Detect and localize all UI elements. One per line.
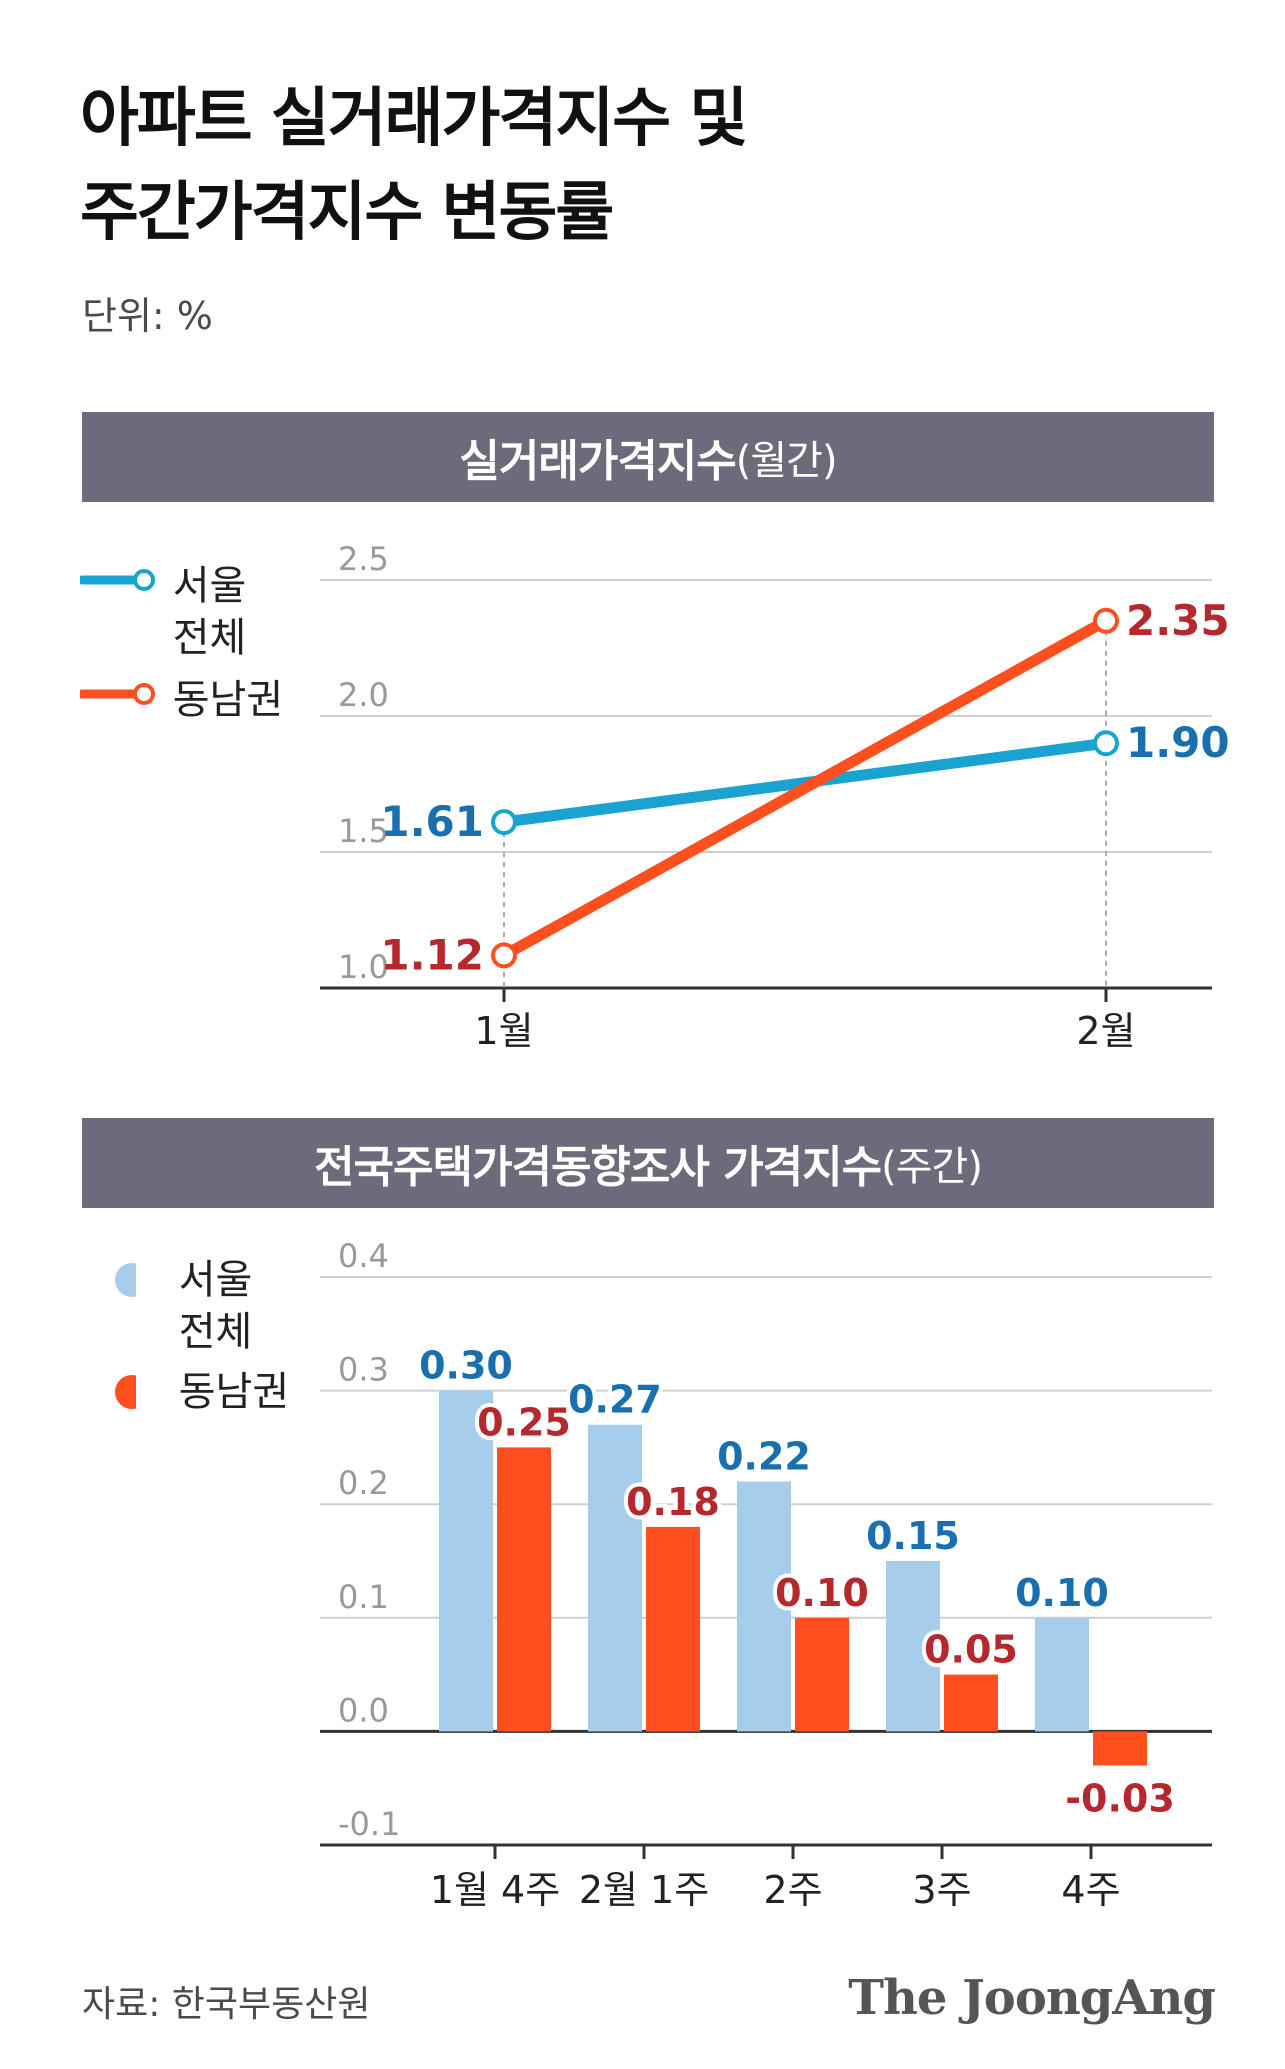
y-tick-label: 1.5 — [338, 812, 389, 850]
brand-logo: The JoongAng — [848, 1970, 1216, 2026]
x-tick-label: 2월 — [1076, 1009, 1135, 1053]
gangnam-bar — [1093, 1731, 1147, 1766]
x-tick-label: 3주 — [912, 1868, 971, 1912]
seoul-bar — [1035, 1617, 1089, 1732]
legend-gangnam-line-marker — [77, 683, 155, 705]
y-tick-label: 0.4 — [338, 1237, 389, 1275]
seoul-data-point — [1093, 730, 1119, 757]
gangnam-data-label: 2.35 — [1126, 596, 1230, 645]
seoul-data-label: 0.15 — [866, 1514, 960, 1558]
gangnam-data-label: 0.25 — [477, 1400, 571, 1444]
line-chart: 1.0 1.5 2.0 2.5 1월 2월 1.61 1.90 1.12 2.35 — [320, 540, 1230, 1053]
monthly-section-banner: 실거래가격지수 (월간) — [82, 412, 1214, 502]
gangnam-bar — [497, 1447, 551, 1732]
chart-title: 아파트 실거래가격지수 및 주간가격지수 변동률 — [80, 72, 1180, 260]
seoul-data-point — [491, 809, 517, 836]
seoul-bar — [588, 1424, 642, 1732]
x-tick-label: 4주 — [1061, 1868, 1120, 1912]
y-tick-label: 0.1 — [338, 1578, 389, 1616]
unit-label: 단위: % — [82, 294, 213, 338]
gangnam-bar — [944, 1674, 998, 1732]
y-tick-label: 0.3 — [338, 1351, 389, 1389]
bar-chart: -0.1 0.0 0.1 0.2 0.3 0.4 1월 4주 2월 1주 2주 3주 4주 0.30 0… — [320, 1237, 1212, 1912]
seoul-data-label: 0.30 — [419, 1344, 513, 1388]
gangnam-bar — [646, 1526, 700, 1732]
seoul-data-label: 1.90 — [1126, 718, 1230, 767]
weekly-section-banner: 전국주택가격동향조사 가격지수 (주간) — [82, 1118, 1214, 1208]
legend-gangnam-bar: 동남권 — [80, 1366, 289, 1418]
legend-seoul-bar-label: 서울 전체 — [178, 1257, 253, 1355]
weekly-section-subtitle: (주간) — [881, 1144, 983, 1190]
legend-seoul-bar: 서울 전체 — [80, 1254, 252, 1358]
y-tick-label: 2.5 — [338, 540, 389, 578]
weekly-section-title: 전국주택가격동향조사 가격지수 — [314, 1142, 882, 1193]
gangnam-data-label: 1.12 — [380, 930, 484, 979]
gangnam-data-label: 0.05 — [924, 1628, 1018, 1672]
y-tick-label: 0.2 — [338, 1464, 389, 1502]
legend-seoul-label: 서울 전체 — [172, 563, 247, 661]
seoul-data-label: 0.22 — [717, 1434, 811, 1478]
legend-gangnam-label: 동남권 — [172, 677, 284, 723]
title-line-2: 주간가격지수 변동률 — [80, 176, 614, 250]
legend-seoul-line-marker — [77, 569, 155, 591]
gangnam-bar — [795, 1617, 849, 1732]
seoul-bar — [439, 1390, 493, 1732]
monthly-section-subtitle: (월간) — [735, 438, 838, 484]
seoul-data-label: 0.27 — [568, 1378, 662, 1422]
legend-gangnam-line: 동남권 — [77, 674, 284, 726]
monthly-section-title: 실거래가격지수 — [459, 436, 736, 487]
y-tick-label: 0.0 — [338, 1691, 389, 1729]
seoul-data-label: 0.10 — [1015, 1571, 1109, 1615]
x-tick-label: 2월 1주 — [579, 1868, 709, 1912]
source-note: 자료: 한국부동산원 — [82, 1984, 371, 2025]
x-tick-label: 1월 — [474, 1009, 533, 1053]
seoul-bar — [886, 1561, 940, 1732]
gangnam-series-line — [498, 615, 1112, 961]
y-tick-label: 1.0 — [338, 948, 389, 986]
title-line-1: 아파트 실거래가격지수 및 — [80, 82, 748, 156]
gangnam-data-point — [1093, 607, 1119, 634]
legend-seoul-line: 서울 전체 — [77, 560, 246, 664]
gangnam-data-label: 0.18 — [626, 1480, 720, 1524]
x-tick-label: 1월 4주 — [430, 1868, 560, 1912]
x-tick-label: 2주 — [763, 1868, 822, 1912]
gangnam-data-label: -0.03 — [1065, 1776, 1175, 1820]
legend-gangnam-bar-label: 동남권 — [178, 1369, 290, 1415]
seoul-data-label: 1.61 — [380, 797, 484, 846]
seoul-bar — [737, 1481, 791, 1732]
y-tick-label: -0.1 — [338, 1805, 400, 1843]
y-tick-label: 2.0 — [338, 676, 389, 714]
gangnam-data-label: 0.10 — [775, 1571, 869, 1615]
gangnam-data-point — [491, 942, 517, 969]
